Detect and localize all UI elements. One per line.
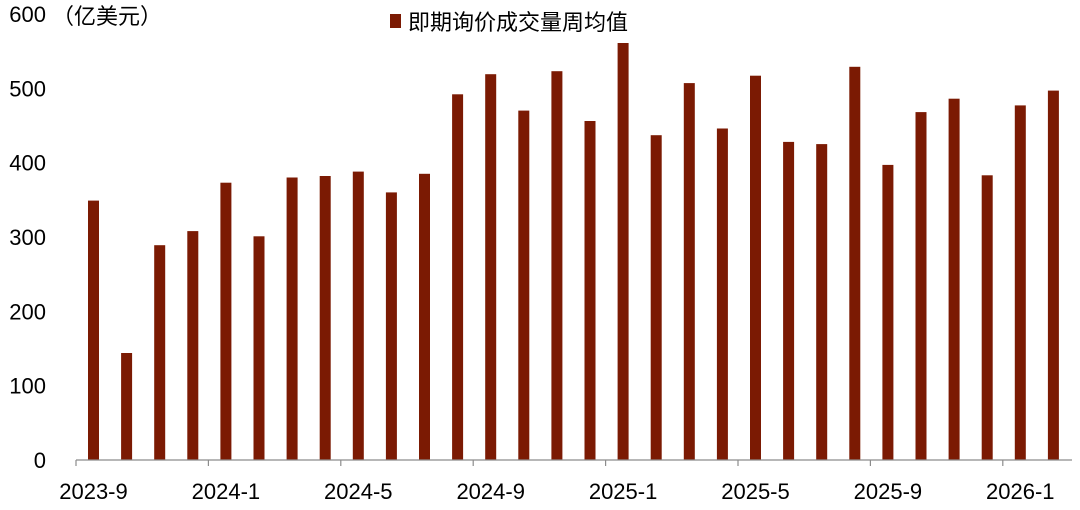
bar-2024-6 bbox=[385, 192, 397, 460]
y-tick-label: 200 bbox=[9, 299, 46, 324]
legend-label: 即期询价成交量周均值 bbox=[408, 11, 628, 36]
y-axis-unit-label: （亿美元） bbox=[52, 5, 162, 30]
y-tick-label: 400 bbox=[9, 151, 46, 176]
y-tick-label: 100 bbox=[9, 374, 46, 399]
bar-2023-9 bbox=[88, 200, 99, 460]
x-tick-label: 2025-9 bbox=[854, 479, 923, 504]
bar-2024-4 bbox=[319, 176, 331, 460]
bar-2024-12 bbox=[584, 121, 596, 460]
x-tick-label: 2025-5 bbox=[721, 479, 790, 504]
bar-2025-1 bbox=[617, 43, 629, 460]
bar-2025-4 bbox=[716, 128, 728, 460]
bar-2025-10 bbox=[915, 112, 927, 460]
y-tick-label: 300 bbox=[9, 225, 46, 250]
bar-2023-10 bbox=[121, 353, 133, 460]
legend: 即期询价成交量周均值 bbox=[390, 11, 628, 36]
x-tick-label: 2023-9 bbox=[59, 479, 128, 504]
bar-2024-11 bbox=[551, 71, 563, 460]
y-tick-label: 600 bbox=[9, 2, 46, 27]
bar-2024-5 bbox=[352, 171, 364, 460]
x-tick-label: 2026-1 bbox=[986, 479, 1055, 504]
bar-2025-8 bbox=[849, 66, 861, 461]
plot-area bbox=[88, 43, 1059, 461]
y-tick-label: 0 bbox=[34, 448, 46, 473]
x-tick-label: 2025-1 bbox=[589, 479, 658, 504]
bar-2025-6 bbox=[783, 141, 795, 460]
bar-2024-7 bbox=[419, 173, 430, 461]
bar-2025-2 bbox=[650, 135, 662, 460]
bar-2025-3 bbox=[683, 83, 695, 460]
bar-2024-2 bbox=[253, 236, 265, 460]
bar-2024-8 bbox=[452, 94, 464, 461]
bar-2026-2 bbox=[1047, 90, 1059, 460]
bar-2026-1 bbox=[1014, 105, 1026, 461]
x-tick-label: 2024-5 bbox=[324, 479, 393, 504]
bar-2024-10 bbox=[518, 110, 530, 460]
bar-2025-5 bbox=[750, 75, 761, 460]
bar-2025-12 bbox=[981, 175, 993, 461]
bar-2025-7 bbox=[816, 144, 828, 460]
bar-2023-11 bbox=[154, 245, 166, 460]
x-axis: 2023-9 2024-1 2024-5 2024-9 2025-1 2025-5 2025… bbox=[59, 459, 1072, 504]
bar-2024-3 bbox=[286, 177, 298, 460]
x-tick-label: 2024-1 bbox=[192, 479, 261, 504]
bar-2025-11 bbox=[948, 98, 960, 460]
bar-2025-9 bbox=[882, 164, 894, 460]
y-tick-label: 500 bbox=[9, 76, 46, 101]
bar-2024-9 bbox=[485, 74, 497, 460]
bar-2023-12 bbox=[187, 231, 199, 460]
bar-2024-1 bbox=[220, 182, 232, 460]
legend-swatch bbox=[390, 14, 401, 28]
x-tick-label: 2024-9 bbox=[456, 479, 525, 504]
y-axis: 0 100 200 300 400 500 600 bbox=[9, 2, 46, 473]
